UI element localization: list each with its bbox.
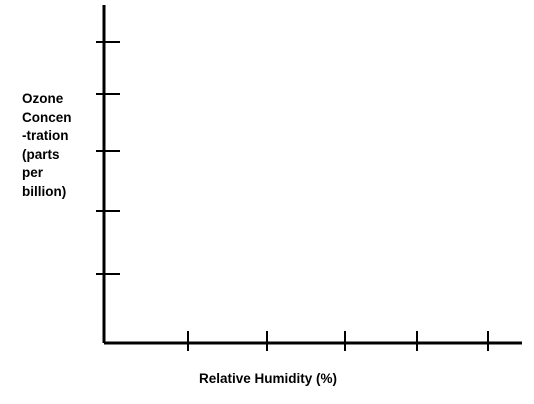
y-axis-label-line: Ozone xyxy=(22,91,64,106)
y-axis-ticks xyxy=(96,41,120,275)
y-axis-label-line: (parts xyxy=(22,146,60,162)
y-axis-label: Ozone Concen -tration (parts per billion… xyxy=(22,90,102,201)
x-axis-label: Relative Humidity (%) xyxy=(199,371,338,386)
y-axis-label-line: Concen xyxy=(22,109,72,125)
y-axis-label-line: per xyxy=(22,165,44,180)
x-axis-ticks xyxy=(187,331,489,351)
y-axis-label-line: billion) xyxy=(22,183,67,199)
y-axis-label-line: -tration xyxy=(22,128,69,143)
